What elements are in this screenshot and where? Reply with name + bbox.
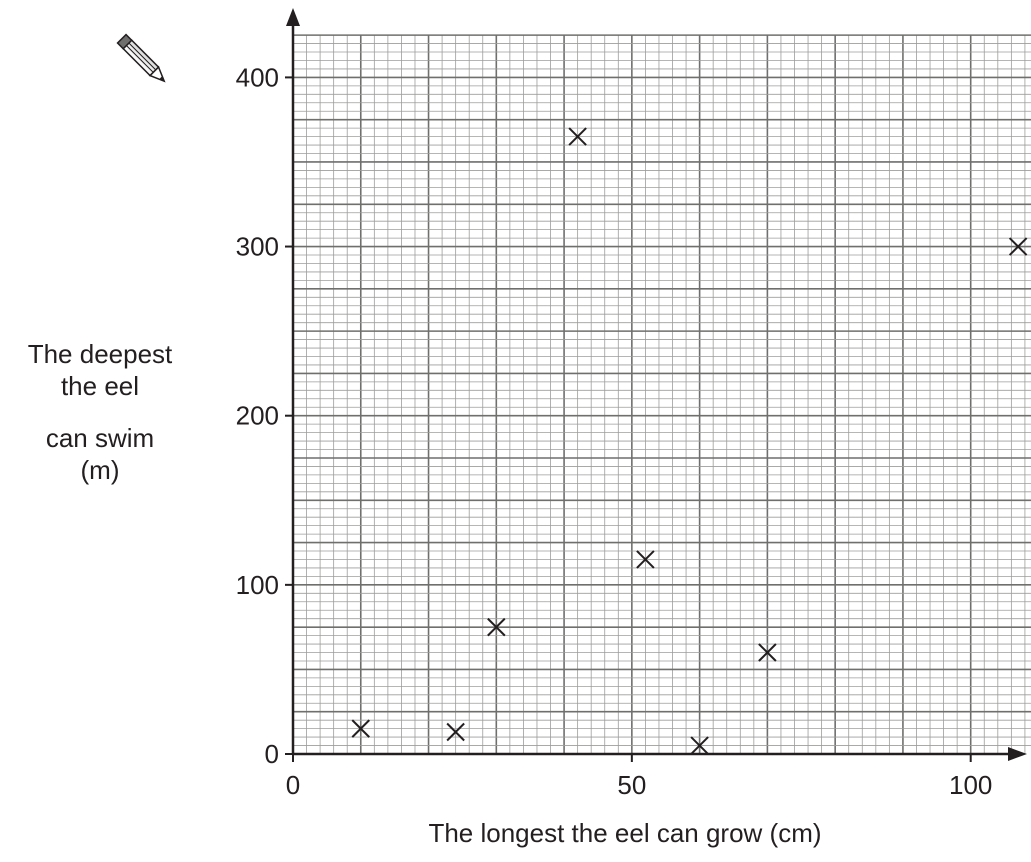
data-point	[351, 719, 370, 738]
x-tick-label: 50	[617, 770, 646, 800]
y-axis-title: The deepest the eel can swim (m)	[28, 339, 173, 485]
data-point-stroke	[487, 617, 506, 637]
pencil-icon	[116, 33, 166, 83]
data-point	[446, 722, 465, 742]
data-points	[351, 127, 1028, 755]
data-point	[636, 550, 655, 569]
data-point	[487, 617, 506, 637]
y-axis-title-line: the eel	[61, 371, 139, 401]
data-point	[568, 127, 587, 146]
x-tick-labels: 050100150200	[286, 754, 992, 800]
y-tick-label: 100	[236, 570, 279, 600]
data-point	[1008, 237, 1028, 256]
data-point-stroke	[1008, 237, 1028, 256]
y-tick-label: 400	[236, 62, 279, 92]
y-axis-arrow	[286, 8, 300, 26]
data-point-stroke	[690, 736, 709, 755]
y-axis-title-line: The deepest	[28, 339, 173, 369]
y-tick-label: 0	[265, 739, 279, 769]
data-point-stroke	[446, 722, 465, 742]
y-tick-label: 200	[236, 401, 279, 431]
y-tick-label: 300	[236, 232, 279, 262]
x-tick-label: 100	[949, 770, 992, 800]
axes	[286, 8, 1027, 761]
x-axis-title: The longest the eel can grow (cm)	[428, 818, 821, 848]
data-point-stroke	[636, 550, 655, 569]
data-point-stroke	[351, 719, 370, 738]
grid	[293, 34, 1031, 754]
y-axis-title-line: can swim	[46, 423, 154, 453]
data-point-stroke	[568, 127, 587, 146]
x-tick-label: 0	[286, 770, 300, 800]
data-point	[690, 736, 709, 755]
x-axis-arrow	[1008, 747, 1027, 761]
y-tick-labels: 0 100 200 300 400	[236, 62, 293, 769]
data-point	[758, 643, 777, 662]
data-point-stroke	[758, 643, 777, 662]
y-axis-title-line: (m)	[81, 455, 120, 485]
